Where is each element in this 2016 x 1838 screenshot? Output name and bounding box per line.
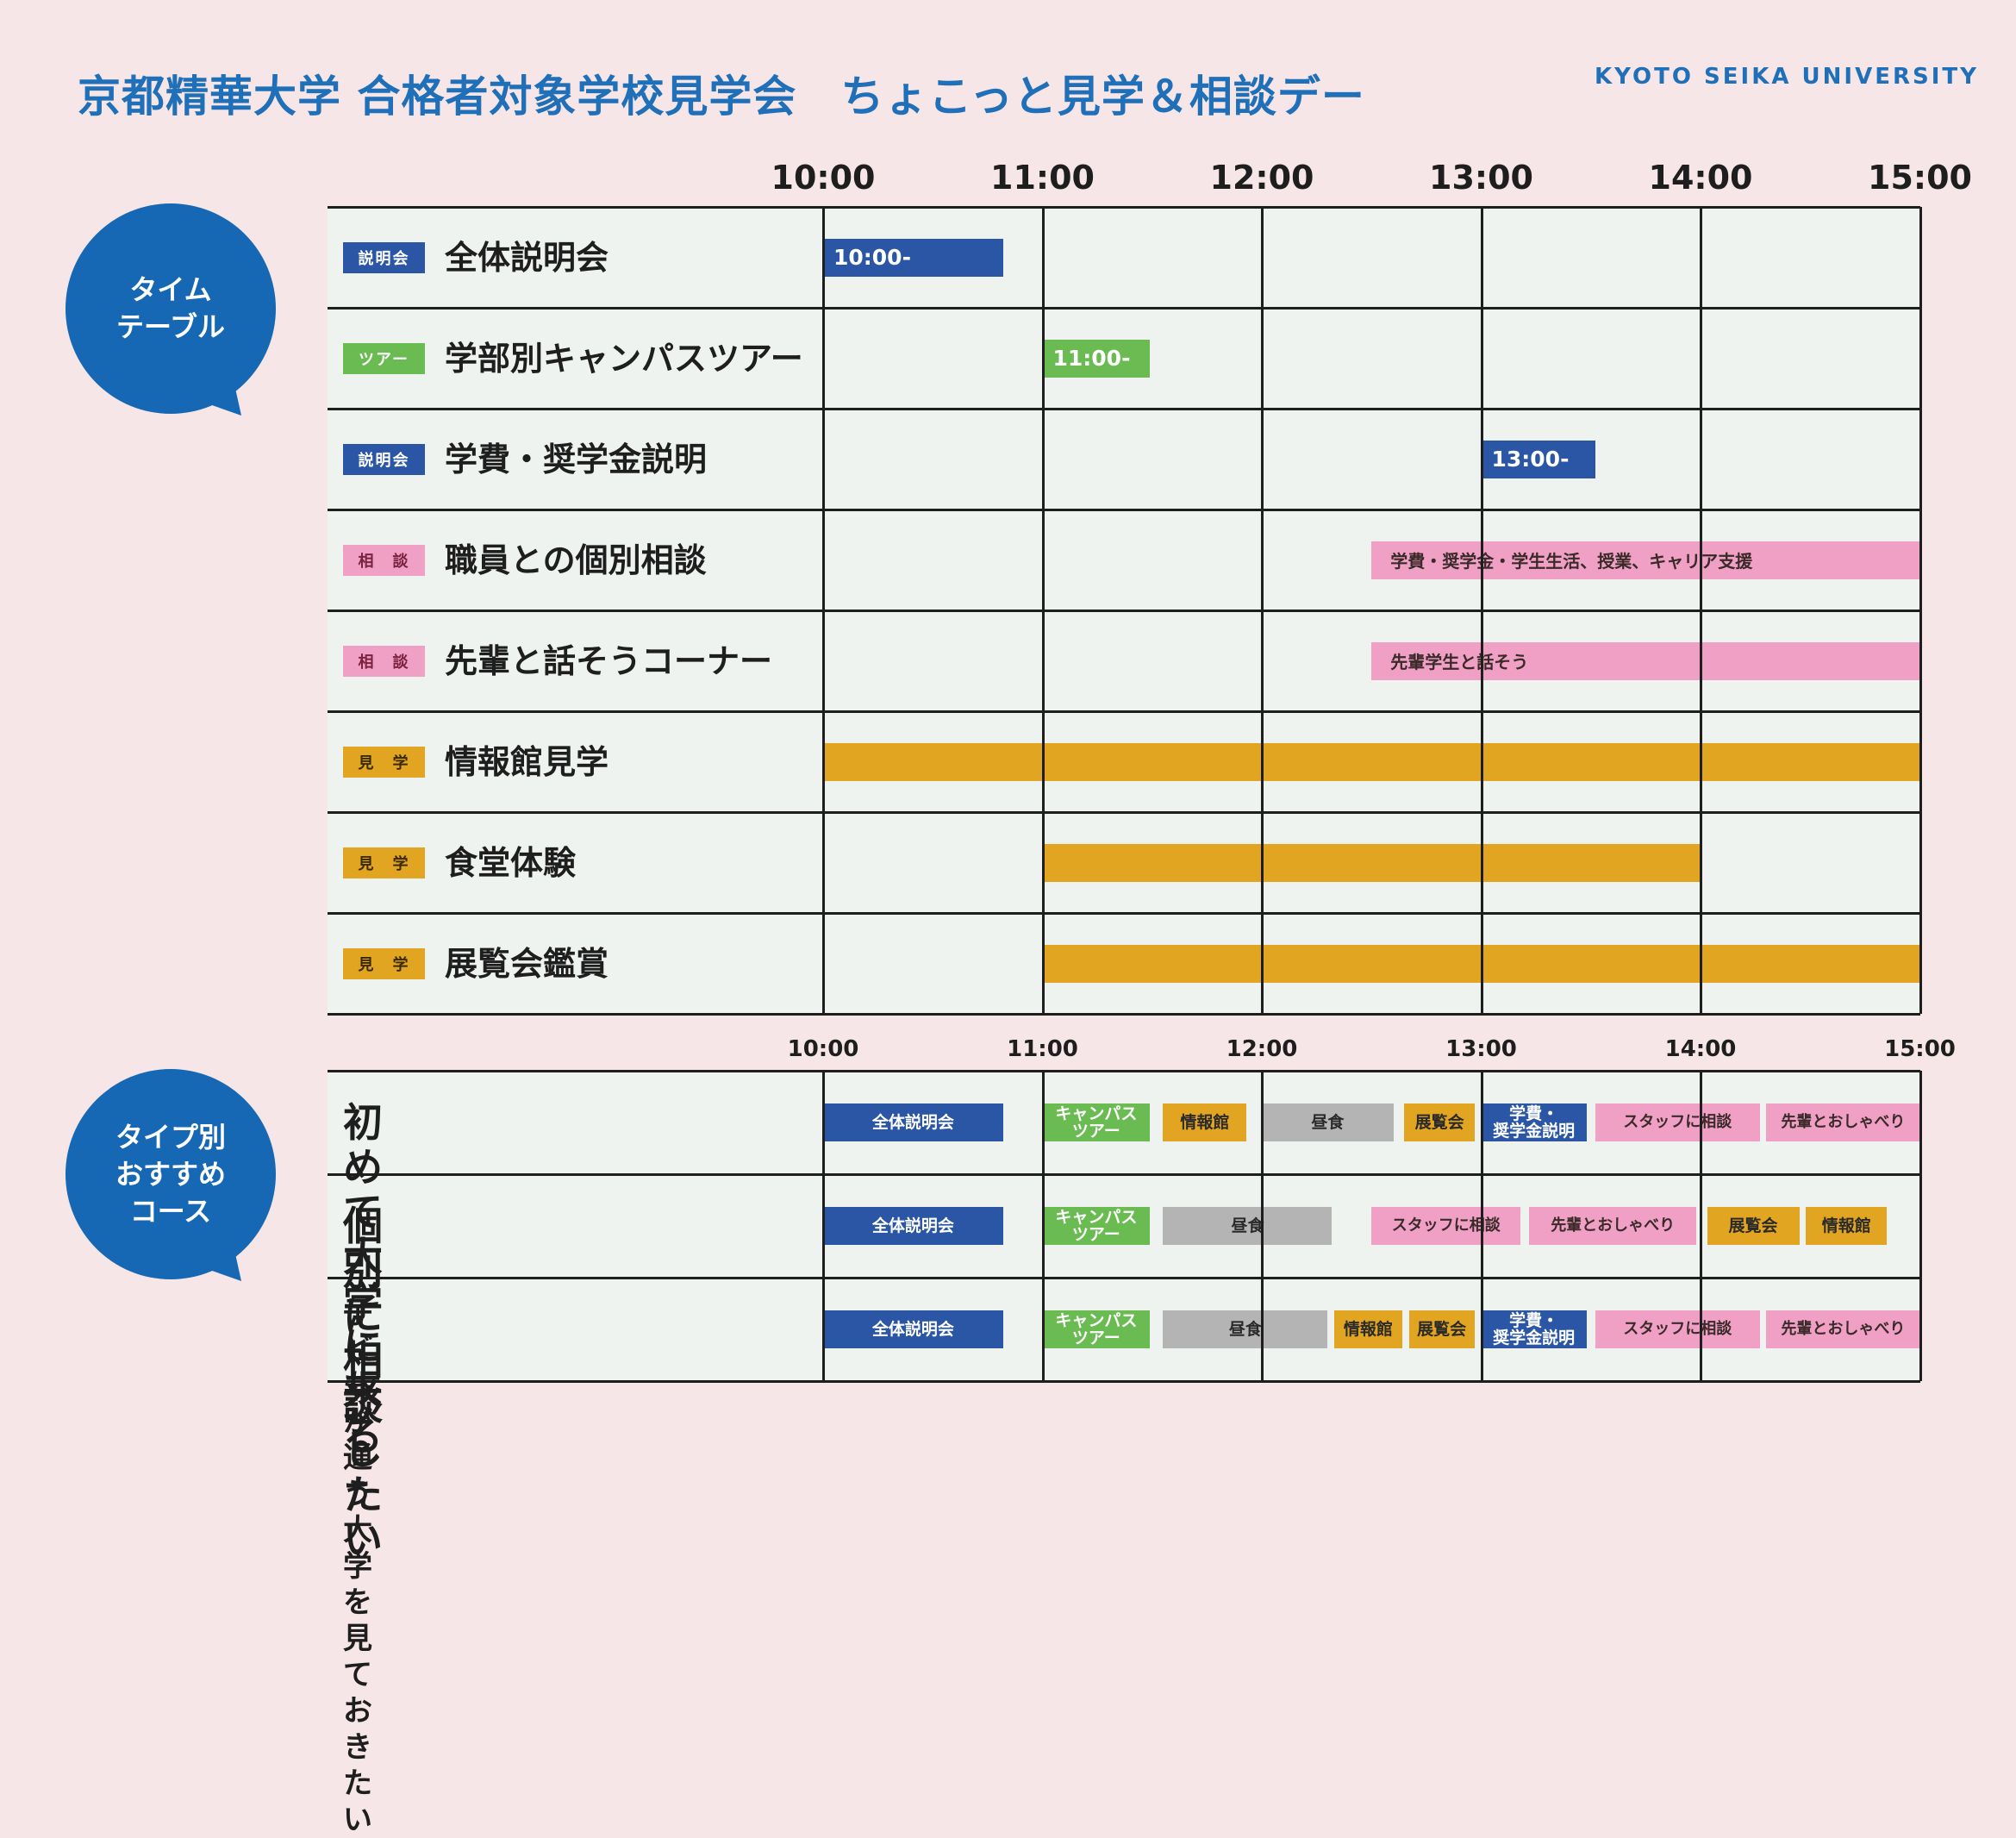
course-activity-chip: スタッフに相談: [1371, 1207, 1521, 1245]
timetable-time-label: 12:00: [1209, 159, 1314, 197]
category-tag: 見 学: [343, 947, 425, 979]
timetable-bubble: タイム テーブル: [66, 203, 276, 416]
row-divider: [328, 206, 1920, 209]
event-bar: 学費・奨学金・学生生活、授業、キャリア支援: [1371, 541, 1920, 579]
hour-gridline: [1919, 207, 1922, 1014]
event-name: 先輩と話そうコーナー: [445, 641, 773, 680]
speech-bubble-icon: [66, 203, 276, 416]
course-activity-chip: 学費・ 奨学金説明: [1481, 1310, 1587, 1348]
row-divider: [328, 1013, 1920, 1016]
hour-gridline: [1700, 1071, 1702, 1381]
hour-gridline: [1041, 207, 1045, 1014]
course-time-label: 11:00: [1007, 1036, 1078, 1062]
category-tag: 見 学: [343, 847, 425, 878]
row-divider: [328, 1380, 1920, 1383]
row-divider: [328, 610, 1920, 612]
course-time-label: 12:00: [1226, 1036, 1298, 1062]
event-name: 情報館見学: [445, 742, 609, 781]
course-activity-chip: 全体説明会: [823, 1103, 1003, 1141]
row-divider: [328, 811, 1920, 814]
course-activity-chip: スタッフに相談: [1595, 1103, 1760, 1141]
timetable-time-label: 11:00: [990, 159, 1095, 197]
course-activity-chip: 情報館: [1333, 1310, 1402, 1348]
row-divider: [328, 1277, 1920, 1279]
course-activity-chip: 先輩とおしゃべり: [1766, 1310, 1920, 1348]
row-divider: [328, 408, 1920, 410]
row-divider: [328, 307, 1920, 309]
course-activity-chip: スタッフに相談: [1595, 1310, 1760, 1348]
event-bar: 先輩学生と話そう: [1371, 641, 1920, 680]
hour-gridline: [1700, 207, 1702, 1014]
timetable-time-label: 14:00: [1648, 159, 1753, 197]
row-divider: [328, 1173, 1920, 1176]
timetable-time-label: 13:00: [1429, 159, 1533, 197]
course-activity-chip: 全体説明会: [823, 1207, 1003, 1245]
course-activity-chip: 昼食: [1262, 1103, 1394, 1141]
course-name: 初めて大学に来る: [343, 1099, 383, 1460]
event-name: 全体説明会: [445, 238, 609, 277]
course-activity-chip: 情報館: [1163, 1103, 1247, 1141]
course-time-label: 10:00: [787, 1036, 859, 1062]
category-tag: 説明会: [343, 241, 425, 273]
course-time-label: 15:00: [1884, 1036, 1956, 1062]
hour-gridline: [1041, 1071, 1045, 1381]
row-divider: [328, 710, 1920, 713]
category-tag: 相 談: [343, 544, 425, 576]
category-tag: 見 学: [343, 746, 425, 778]
event-name: 食堂体験: [445, 843, 577, 882]
category-tag: 説明会: [343, 443, 425, 475]
course-activity-chip: 展覧会: [1408, 1310, 1475, 1348]
event-name: 学部別キャンパスツアー: [445, 339, 803, 378]
course-time-label: 14:00: [1664, 1036, 1737, 1062]
course-activity-chip: キャンパス ツアー: [1042, 1207, 1151, 1245]
speech-bubble-icon: [66, 1069, 276, 1281]
course-activity-chip: 昼食: [1163, 1310, 1328, 1348]
row-divider: [328, 509, 1920, 511]
course-activity-chip: 昼食: [1163, 1207, 1333, 1245]
course-activity-chip: キャンパス ツアー: [1042, 1310, 1151, 1348]
hour-gridline: [1480, 1071, 1483, 1381]
hour-gridline: [1261, 1071, 1264, 1381]
event-bar: [823, 742, 1920, 781]
course-activity-chip: 先輩とおしゃべり: [1766, 1103, 1920, 1141]
row-divider: [328, 912, 1920, 915]
event-bar: [1042, 843, 1701, 882]
course-activity-chip: キャンパス ツアー: [1042, 1103, 1151, 1141]
timetable-bubble-label: タイム テーブル: [115, 273, 226, 343]
course-name: 子どもが通う大学を 見ておきたい: [343, 1296, 372, 1837]
courses-bubble: タイプ別 おすすめ コース: [66, 1069, 276, 1281]
category-tag: 相 談: [343, 645, 425, 677]
page-title: 京都精華大学 合格者対象学校見学会 ちょこっと見学＆相談デー: [78, 72, 1365, 122]
event-bar: 10:00-: [823, 238, 1003, 277]
event-bar: 13:00-: [1481, 440, 1595, 478]
hour-gridline: [822, 1071, 825, 1381]
hour-gridline: [1919, 1071, 1922, 1381]
event-bar: 11:00-: [1042, 339, 1151, 378]
row-divider: [328, 1070, 1920, 1072]
course-activity-chip: 展覧会: [1404, 1103, 1475, 1141]
course-activity-chip: 学費・ 奨学金説明: [1481, 1103, 1587, 1141]
course-activity-chip: 展覧会: [1707, 1207, 1800, 1245]
course-time-label: 13:00: [1445, 1036, 1517, 1062]
event-name: 職員との個別相談: [445, 541, 707, 579]
category-tag: ツアー: [343, 342, 425, 374]
hour-gridline: [1261, 207, 1264, 1014]
university-name: KYOTO SEIKA UNIVERSITY: [1595, 64, 1979, 90]
timetable-time-label: 15:00: [1868, 159, 1972, 197]
course-activity-chip: 情報館: [1806, 1207, 1888, 1245]
hour-gridline: [822, 207, 825, 1014]
timetable-time-label: 10:00: [771, 159, 876, 197]
courses-bubble-label: タイプ別 おすすめ コース: [115, 1120, 226, 1228]
course-activity-chip: 先輩とおしゃべり: [1529, 1207, 1696, 1245]
event-name: 展覧会鑑賞: [445, 944, 609, 983]
hour-gridline: [1480, 207, 1483, 1014]
event-name: 学費・奨学金説明: [445, 440, 708, 478]
course-activity-chip: 全体説明会: [823, 1310, 1003, 1348]
